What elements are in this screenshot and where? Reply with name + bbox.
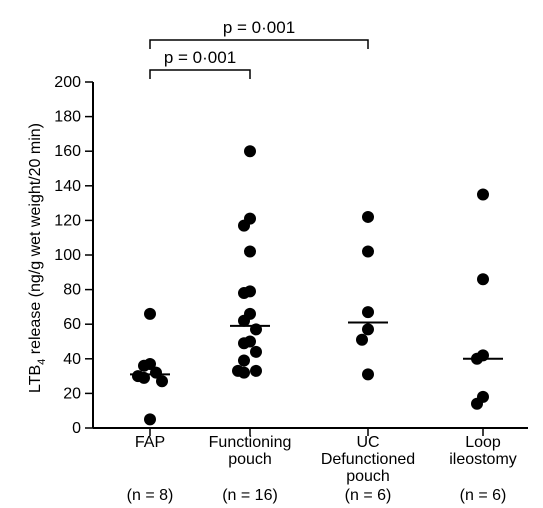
- n-label: (n = 8): [127, 487, 174, 504]
- data-point: [471, 398, 483, 410]
- significance-bracket: [150, 70, 250, 79]
- data-point: [477, 273, 489, 285]
- y-tick-label: 180: [54, 109, 81, 126]
- n-label: (n = 6): [460, 487, 507, 504]
- y-tick-label: 80: [63, 282, 81, 299]
- data-point: [250, 346, 262, 358]
- data-point: [138, 360, 150, 372]
- y-tick-label: 140: [54, 178, 81, 195]
- data-point: [238, 287, 250, 299]
- y-tick-label: 60: [63, 316, 81, 333]
- data-point: [144, 413, 156, 425]
- y-tick-label: 20: [63, 385, 81, 402]
- data-point: [356, 334, 368, 346]
- category-label: Defunctioned: [321, 451, 415, 468]
- y-tick-label: 200: [54, 74, 81, 91]
- y-tick-label: 0: [72, 420, 81, 437]
- p-value-annotation: p = 0·001: [223, 18, 295, 37]
- y-axis-label: LTB4 release (ng/g wet weight/20 min): [27, 123, 48, 393]
- n-label: (n = 16): [222, 487, 278, 504]
- data-point: [144, 308, 156, 320]
- data-point: [362, 306, 374, 318]
- data-point: [244, 145, 256, 157]
- data-point: [232, 365, 244, 377]
- category-label: ileostomy: [449, 451, 517, 468]
- category-label: Loop: [465, 434, 501, 451]
- category-label: Functioning: [209, 434, 292, 451]
- y-tick-label: 120: [54, 212, 81, 229]
- data-point: [362, 368, 374, 380]
- category-label: pouch: [228, 451, 272, 468]
- data-point: [362, 246, 374, 258]
- data-point: [362, 323, 374, 335]
- y-tick-label: 160: [54, 143, 81, 160]
- data-point: [156, 375, 168, 387]
- data-point: [244, 246, 256, 258]
- p-value-annotation: p = 0·001: [164, 48, 236, 67]
- data-point: [362, 211, 374, 223]
- y-tick-label: 100: [54, 247, 81, 264]
- n-label: (n = 6): [345, 487, 392, 504]
- data-point: [238, 220, 250, 232]
- category-label: UC: [356, 434, 379, 451]
- data-point: [238, 355, 250, 367]
- data-point: [477, 188, 489, 200]
- category-label: pouch: [346, 468, 390, 485]
- y-tick-label: 40: [63, 351, 81, 368]
- data-point: [238, 337, 250, 349]
- category-label: FAP: [135, 434, 165, 451]
- data-point: [250, 365, 262, 377]
